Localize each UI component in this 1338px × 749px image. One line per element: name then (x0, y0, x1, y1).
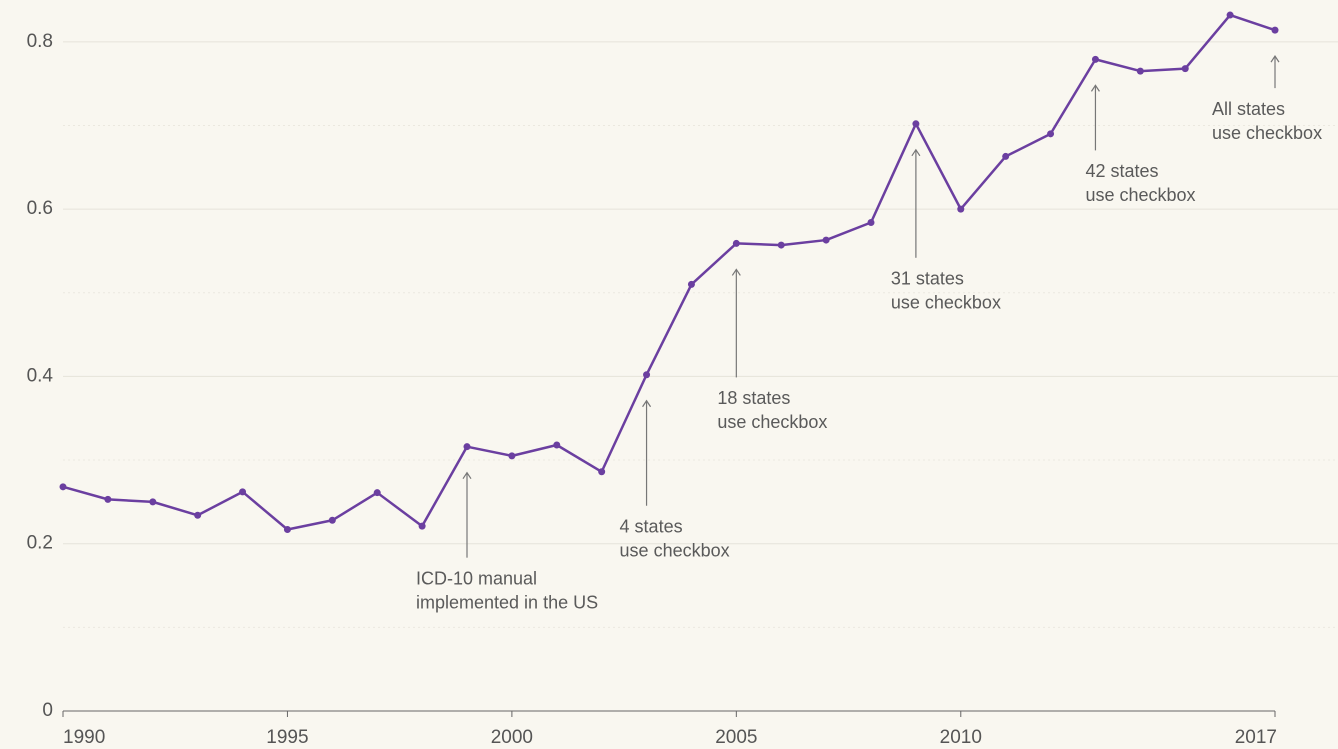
annotation-text: implemented in the US (416, 592, 598, 612)
annotation-text: use checkbox (891, 293, 1001, 313)
arrow-head (1090, 84, 1100, 92)
data-point (1091, 55, 1099, 63)
data-point (239, 488, 247, 496)
data-point (1047, 130, 1055, 138)
y-tick-label: 0.4 (27, 365, 54, 386)
annotation-text: use checkbox (620, 540, 730, 560)
arrow-head (911, 148, 921, 157)
data-point (1226, 11, 1234, 19)
data-point (59, 483, 67, 491)
data-point (1271, 26, 1279, 34)
data-point (149, 498, 157, 506)
data-point (1136, 67, 1144, 75)
data-point (687, 280, 695, 288)
data-point (418, 522, 426, 530)
arrow-head (642, 399, 652, 408)
data-point (912, 120, 920, 128)
data-point (957, 205, 965, 213)
data-point (508, 452, 516, 460)
annotation-text: 18 states (717, 388, 790, 408)
annotation-text: ICD-10 manual (416, 568, 537, 588)
data-point (194, 511, 202, 519)
annotation-text: 31 states (891, 269, 964, 289)
arrow-head (731, 268, 741, 276)
x-tick-label: 2000 (491, 727, 533, 748)
x-tick-label: 1995 (266, 727, 308, 748)
data-point (463, 443, 471, 451)
data-point (867, 219, 875, 227)
x-tick-label: 1990 (63, 727, 105, 748)
y-tick-label: 0.6 (27, 198, 53, 219)
annotation-text: All states (1212, 99, 1285, 119)
annotation-text: 42 states (1085, 161, 1158, 181)
data-point (373, 489, 381, 497)
y-tick-label: 0 (42, 700, 53, 721)
data-point (553, 441, 561, 449)
data-point (1181, 65, 1189, 73)
data-point (777, 241, 785, 249)
data-point (598, 468, 606, 476)
data-point (822, 236, 830, 244)
data-line (62, 13, 1276, 531)
data-point (732, 239, 740, 247)
data-point (283, 525, 291, 533)
x-tick-label: 2005 (715, 727, 757, 748)
x-tick-label: 2017 (1235, 727, 1277, 748)
annotation-text: use checkbox (1212, 123, 1322, 143)
x-tick-label: 2010 (940, 727, 982, 748)
arrow-head (1270, 55, 1280, 63)
data-point (104, 495, 112, 503)
annotation-text: use checkbox (1085, 185, 1195, 205)
annotation-text: use checkbox (717, 412, 827, 432)
data-point (1002, 152, 1010, 160)
data-point (643, 371, 651, 379)
y-tick-label: 0.8 (27, 31, 53, 52)
annotation-text: 4 states (620, 516, 683, 536)
y-tick-label: 0.2 (27, 533, 53, 554)
data-point (328, 516, 336, 524)
arrow-head (462, 471, 472, 480)
